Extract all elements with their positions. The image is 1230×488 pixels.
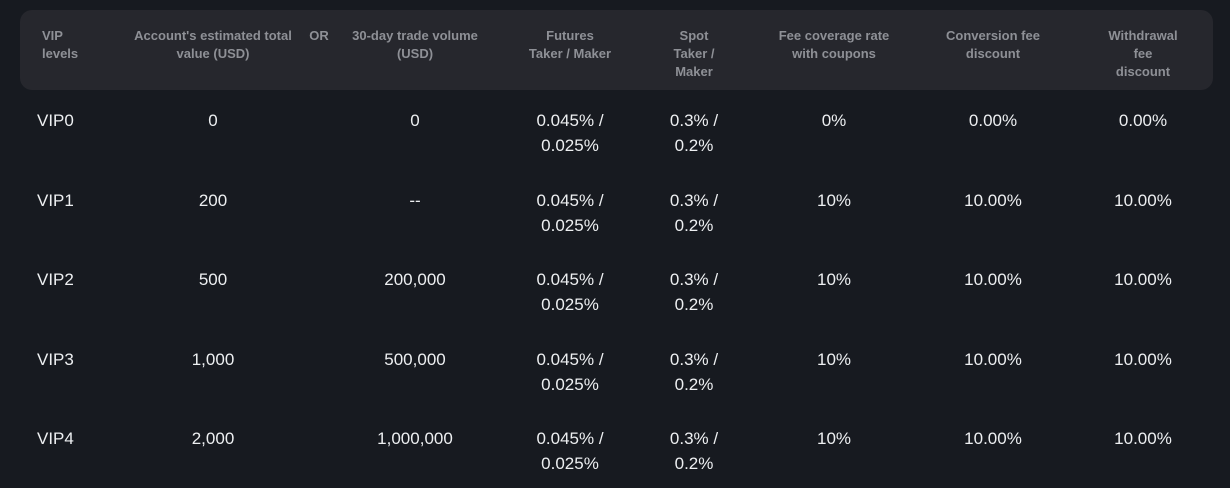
fee-coverage-cell: 10% — [816, 429, 852, 448]
conversion-discount-cell: 0.00% — [968, 111, 1018, 130]
trade-volume-cell: 1,000,000 — [377, 429, 453, 448]
fee-coverage-cell: 0% — [821, 111, 847, 130]
spot-fee-cell: 0.3% / 0.2% — [669, 270, 719, 314]
spot-fee-cell: 0.3% / 0.2% — [669, 350, 719, 394]
col-header-vip-levels: VIP levels — [42, 28, 79, 61]
table-header: VIP levels Account's estimated total val… — [20, 10, 1213, 90]
col-header-futures-fees: Futures Taker / Maker — [528, 28, 612, 61]
vip-level-label: VIP0 — [37, 111, 74, 130]
withdrawal-discount-cell: 10.00% — [1114, 429, 1172, 448]
conversion-discount-cell: 10.00% — [964, 270, 1022, 289]
trade-volume-cell: 0 — [410, 111, 420, 130]
col-header-conversion-discount: Conversion fee discount — [946, 28, 1040, 61]
account-value-cell: 2,000 — [191, 429, 235, 448]
conversion-discount-cell: 10.00% — [964, 350, 1022, 369]
trade-volume-cell: -- — [409, 191, 421, 210]
vip-level-label: VIP3 — [37, 350, 74, 369]
trade-volume-cell: 500,000 — [384, 350, 446, 369]
conversion-discount-cell: 10.00% — [964, 429, 1022, 448]
account-value-cell: 500 — [198, 270, 228, 289]
vip-level-label: VIP1 — [37, 191, 74, 210]
table-row: VIP0 0 0 0.045% / 0.025% 0.3% / 0.2% 0% … — [0, 108, 1230, 166]
withdrawal-discount-cell: 10.00% — [1114, 270, 1172, 289]
futures-fee-cell: 0.045% / 0.025% — [536, 429, 604, 473]
vip-level-label: VIP4 — [37, 429, 74, 448]
col-header-or-conjunction: OR — [309, 28, 329, 43]
col-header-fee-coverage-rate: Fee coverage rate with coupons — [778, 28, 890, 61]
col-header-trade-volume: 30-day trade volume (USD) — [352, 28, 478, 61]
table-row: VIP4 2,000 1,000,000 0.045% / 0.025% 0.3… — [0, 426, 1230, 484]
col-header-withdrawal-discount: Withdrawal fee discount — [1108, 28, 1178, 79]
col-header-account-value: Account's estimated total value (USD) — [134, 28, 292, 61]
account-value-cell: 0 — [208, 111, 218, 130]
spot-fee-cell: 0.3% / 0.2% — [669, 111, 719, 155]
spot-fee-cell: 0.3% / 0.2% — [669, 429, 719, 473]
conversion-discount-cell: 10.00% — [964, 191, 1022, 210]
vip-level-label: VIP2 — [37, 270, 74, 289]
futures-fee-cell: 0.045% / 0.025% — [536, 350, 604, 394]
withdrawal-discount-cell: 10.00% — [1114, 350, 1172, 369]
futures-fee-cell: 0.045% / 0.025% — [536, 270, 604, 314]
spot-fee-cell: 0.3% / 0.2% — [669, 191, 719, 235]
futures-fee-cell: 0.045% / 0.025% — [536, 191, 604, 235]
account-value-cell: 1,000 — [191, 350, 235, 369]
account-value-cell: 200 — [198, 191, 228, 210]
withdrawal-discount-cell: 0.00% — [1118, 111, 1168, 130]
fee-coverage-cell: 10% — [816, 350, 852, 369]
trade-volume-cell: 200,000 — [384, 270, 446, 289]
table-row: VIP1 200 -- 0.045% / 0.025% 0.3% / 0.2% … — [0, 188, 1230, 246]
table-row: VIP2 500 200,000 0.045% / 0.025% 0.3% / … — [0, 267, 1230, 325]
table-row: VIP3 1,000 500,000 0.045% / 0.025% 0.3% … — [0, 347, 1230, 405]
withdrawal-discount-cell: 10.00% — [1114, 191, 1172, 210]
col-header-spot-fees: Spot Taker / Maker — [673, 28, 715, 79]
fee-coverage-cell: 10% — [816, 191, 852, 210]
fee-coverage-cell: 10% — [816, 270, 852, 289]
futures-fee-cell: 0.045% / 0.025% — [536, 111, 604, 155]
